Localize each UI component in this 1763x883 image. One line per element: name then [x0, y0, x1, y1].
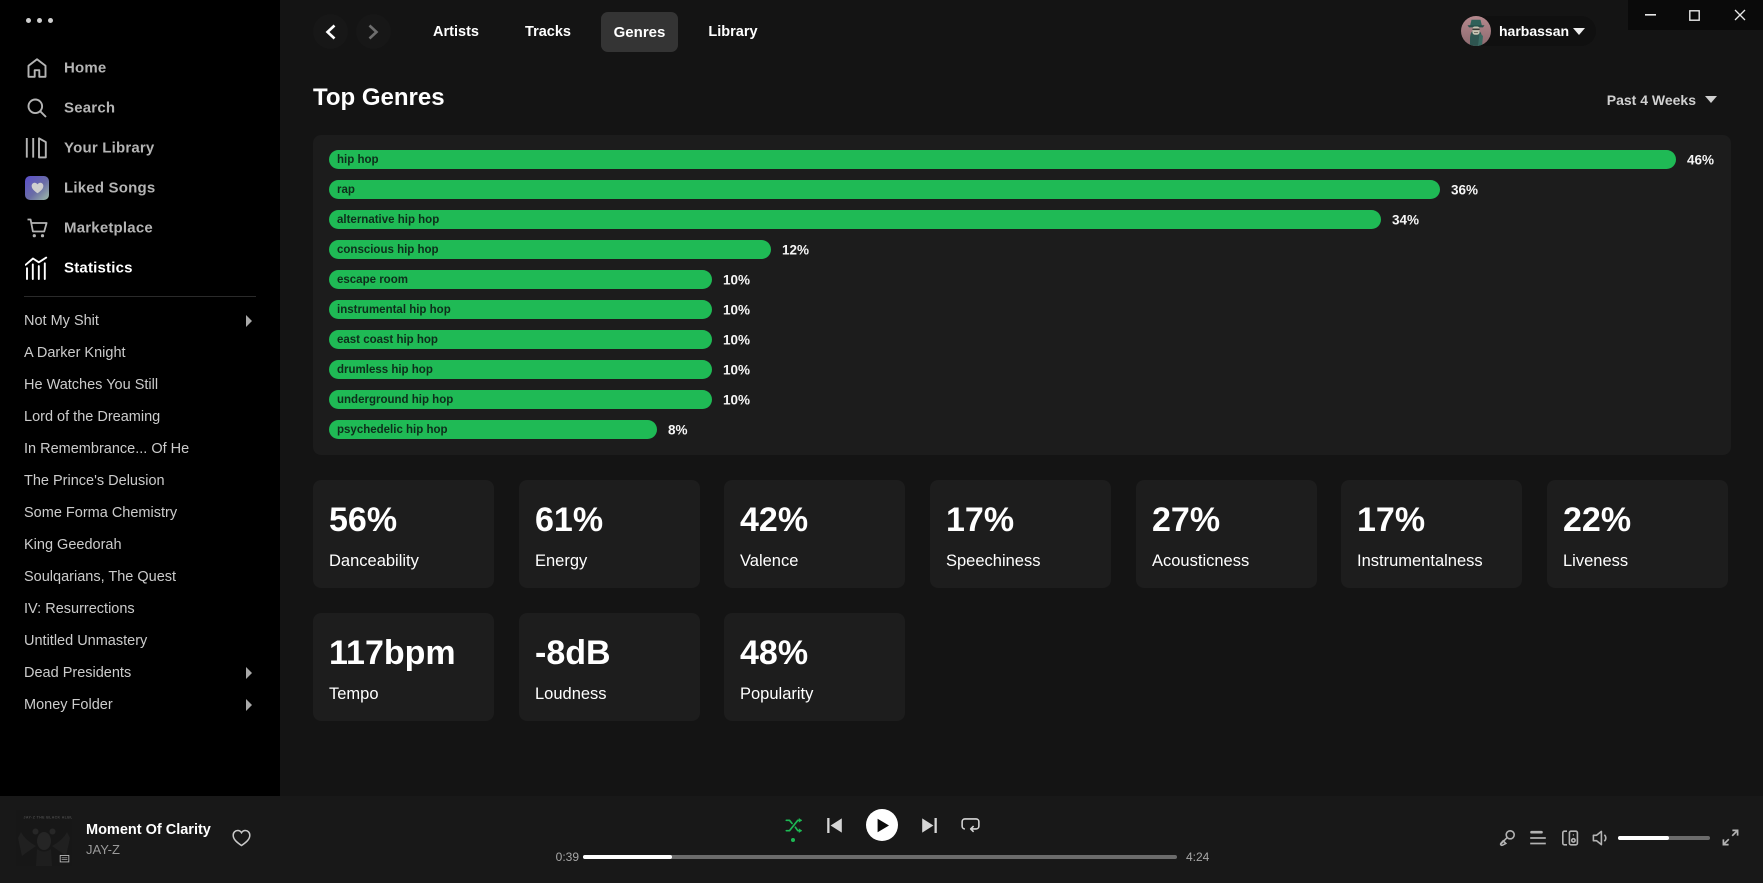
svg-text:JAY·Z THE BLACK ALBUM: JAY·Z THE BLACK ALBUM — [24, 816, 73, 820]
